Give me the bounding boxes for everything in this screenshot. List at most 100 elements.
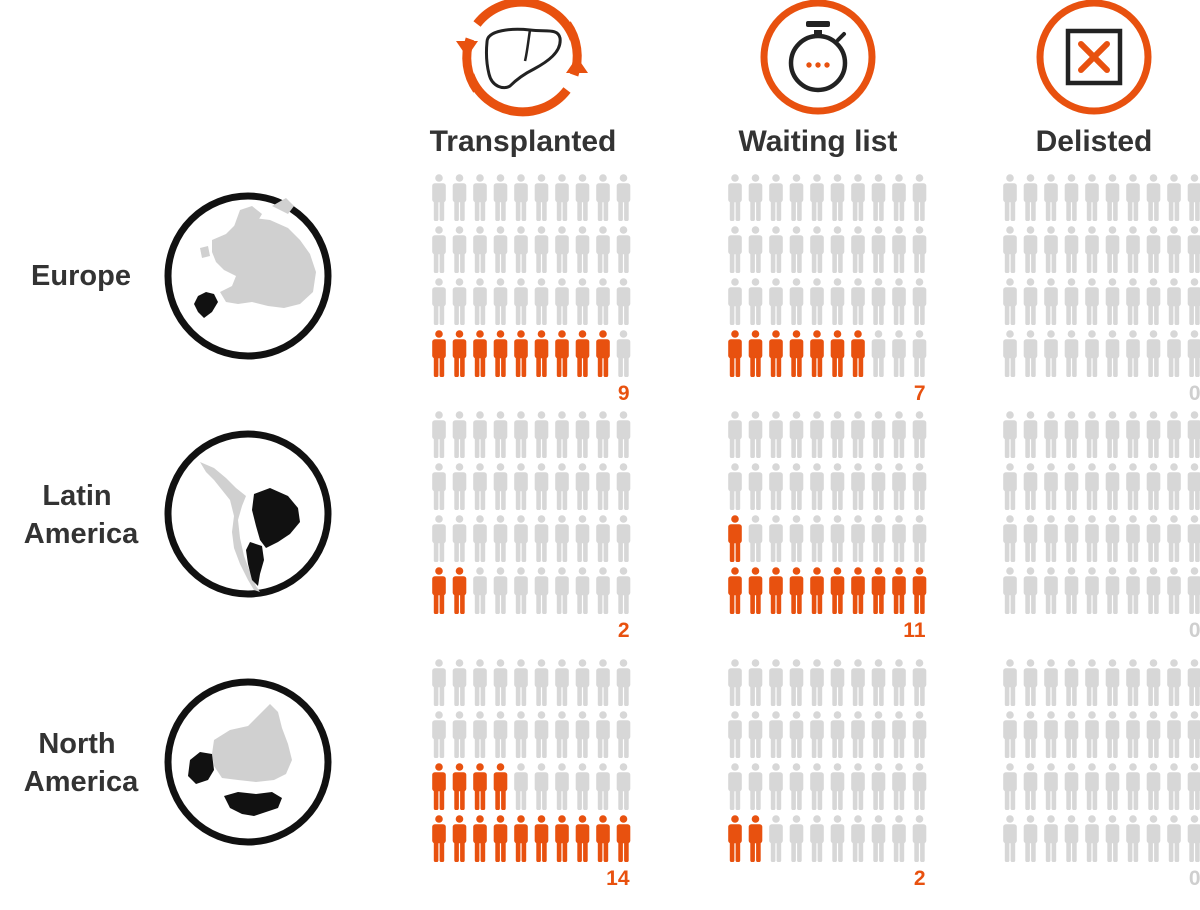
person-icon: [1023, 330, 1038, 377]
person-icon-highlighted: [596, 815, 610, 862]
person-icon: [851, 278, 865, 325]
person-icon: [493, 463, 508, 510]
person-icon: [473, 567, 487, 614]
person-icon: [1126, 226, 1140, 273]
person-icon: [728, 174, 742, 221]
person-icon: [1003, 659, 1017, 706]
person-icon: [452, 278, 467, 325]
person-icon: [1187, 659, 1200, 706]
person-icon: [596, 567, 610, 614]
person-icon: [575, 659, 590, 706]
person-icon: [769, 411, 783, 458]
person-icon: [1064, 515, 1079, 562]
person-icon: [514, 763, 528, 810]
person-icon: [1044, 174, 1058, 221]
person-icon: [728, 411, 742, 458]
person-icon-highlighted: [616, 815, 631, 862]
person-icon: [810, 174, 824, 221]
person-icon: [596, 515, 610, 562]
liver-cycle-icon: [456, 0, 588, 117]
person-icon: [892, 278, 906, 325]
person-icon: [452, 174, 467, 221]
person-icon: [1167, 567, 1181, 614]
person-icon-highlighted: [432, 567, 446, 614]
person-icon: [1187, 711, 1200, 758]
person-icon: [616, 515, 631, 562]
person-icon: [1023, 515, 1038, 562]
person-icon: [514, 463, 528, 510]
person-icon: [1167, 226, 1181, 273]
person-icon: [596, 463, 610, 510]
person-icon: [1187, 330, 1200, 377]
person-icon: [1023, 815, 1038, 862]
person-icon: [575, 711, 590, 758]
person-icon: [596, 763, 610, 810]
person-icon: [1003, 815, 1017, 862]
person-icon: [892, 411, 906, 458]
count-label-waiting-row-1: 11: [903, 619, 926, 642]
person-icon: [1044, 815, 1058, 862]
person-icon: [871, 226, 886, 273]
panel-delisted-row-1: 0: [1003, 411, 1200, 642]
person-icon: [1064, 815, 1079, 862]
person-icon: [534, 567, 549, 614]
person-icon: [452, 463, 467, 510]
person-icon: [748, 711, 763, 758]
person-icon: [1064, 174, 1079, 221]
person-icon: [830, 463, 845, 510]
person-icon: [789, 463, 804, 510]
person-icon: [1085, 815, 1099, 862]
person-icon: [534, 226, 549, 273]
person-icon: [616, 174, 631, 221]
person-icon-highlighted: [473, 330, 487, 377]
person-icon: [810, 411, 824, 458]
person-icon: [830, 763, 845, 810]
person-icon: [851, 659, 865, 706]
person-icon: [871, 330, 886, 377]
count-label-transplanted-row-2: 14: [606, 867, 630, 890]
person-icon-highlighted: [596, 330, 610, 377]
person-icon: [1064, 278, 1079, 325]
person-icon: [728, 763, 742, 810]
person-icon: [575, 411, 590, 458]
person-icon: [728, 711, 742, 758]
person-icon: [1064, 411, 1079, 458]
person-icon: [892, 515, 906, 562]
person-icon-highlighted: [534, 330, 549, 377]
person-icon: [810, 815, 824, 862]
person-icon-highlighted: [810, 330, 824, 377]
person-icon: [912, 411, 927, 458]
person-icon: [1023, 278, 1038, 325]
person-icon: [596, 411, 610, 458]
person-icon: [892, 659, 906, 706]
person-icon: [1044, 278, 1058, 325]
count-label-delisted-row-1: 0: [1189, 619, 1200, 642]
person-icon: [514, 567, 528, 614]
person-icon: [1105, 330, 1120, 377]
person-icon: [1023, 226, 1038, 273]
person-icon-highlighted: [912, 567, 927, 614]
person-icon: [493, 711, 508, 758]
person-icon: [871, 515, 886, 562]
count-label-waiting-row-0: 7: [914, 382, 926, 405]
person-icon: [514, 711, 528, 758]
column-title-delisted: Delisted: [1036, 125, 1153, 158]
person-icon: [1064, 463, 1079, 510]
person-icon: [1105, 515, 1120, 562]
person-icon: [534, 463, 549, 510]
person-icon: [769, 463, 783, 510]
count-label-delisted-row-2: 0: [1189, 867, 1200, 890]
person-icon-highlighted: [748, 567, 763, 614]
region-label-north-america-line-1: North: [38, 728, 115, 760]
person-icon: [851, 711, 865, 758]
person-icon: [1126, 567, 1140, 614]
person-icon: [1003, 711, 1017, 758]
person-icon: [473, 711, 487, 758]
person-icon: [616, 763, 631, 810]
region-label-europe: Europe: [31, 260, 131, 292]
person-icon: [534, 411, 549, 458]
person-icon-highlighted: [493, 330, 508, 377]
person-icon: [1146, 711, 1161, 758]
person-icon: [514, 659, 528, 706]
